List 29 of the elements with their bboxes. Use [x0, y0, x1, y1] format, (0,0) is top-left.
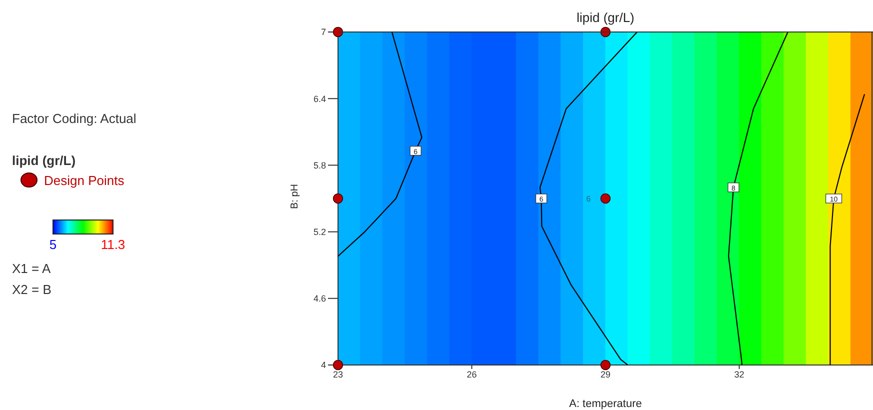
y-tick-label: 4.6 — [313, 294, 326, 304]
y-tick-label: 5.2 — [313, 226, 326, 237]
annotation: 6 — [586, 194, 592, 204]
point — [600, 360, 611, 370]
x-tick-label: 29 — [600, 369, 611, 380]
line-series — [728, 31, 788, 366]
point — [600, 193, 611, 204]
gradient-scale: 5 11.3 — [8, 216, 168, 256]
y-tick-label: 6.4 — [313, 94, 326, 104]
legend-title: lipid (gr/L) — [12, 153, 76, 168]
point — [332, 193, 344, 204]
x-tick-label: 26 — [466, 369, 477, 380]
y-tick-label: 7 — [320, 27, 326, 38]
y-tick-label: 5.8 — [313, 160, 326, 170]
color-bar-label: 11.3 — [100, 237, 126, 252]
color-bar-label: 5 — [49, 237, 57, 252]
x-tick-label: 23 — [332, 369, 344, 380]
x-axis-title: A: temperature — [569, 398, 642, 410]
y-axis-title: B: pH — [290, 184, 300, 209]
y-tick-label: 4 — [320, 360, 326, 370]
point — [332, 26, 344, 38]
line-series — [337, 31, 422, 257]
point — [332, 360, 344, 370]
x-tick-label: 32 — [734, 369, 744, 380]
text: X1 = A — [12, 261, 51, 276]
legend-label: Design Points — [44, 172, 124, 188]
text: X2 = B — [12, 282, 52, 297]
chart-title: lipid (gr/L) — [576, 10, 634, 25]
text: Factor Coding: Actual — [12, 111, 136, 126]
